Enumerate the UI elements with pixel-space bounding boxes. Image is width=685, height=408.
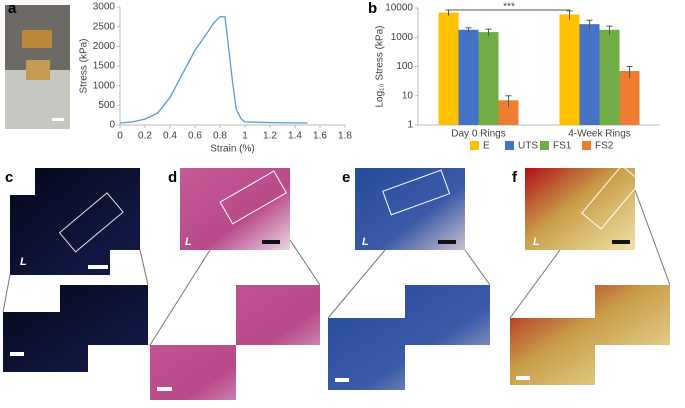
y-tick-label: 2000: [93, 41, 116, 52]
legend-label: E: [483, 141, 490, 152]
bracket: [448, 9, 570, 14]
legend-label: UTS: [518, 141, 538, 152]
legend-swatch: [582, 141, 591, 150]
y-tick-label: 1000: [391, 32, 414, 43]
bar: [478, 32, 499, 125]
x-tick-label: Day 0 Rings: [451, 129, 505, 140]
image-label: L: [20, 256, 27, 268]
y-tick-label: 1500: [93, 61, 116, 72]
x-tick-label: 1.6: [313, 131, 327, 142]
bar: [498, 100, 519, 125]
x-tick-label: 0.8: [213, 131, 227, 142]
legend-label: FS2: [595, 141, 614, 152]
bar: [559, 14, 580, 126]
y-axis-label: Log₁₀ Stress (kPa): [375, 26, 386, 108]
annotation: ***: [503, 2, 515, 13]
y-tick-label: 3000: [93, 2, 116, 13]
y-tick-label: 100: [396, 61, 413, 72]
bar: [438, 12, 459, 125]
x-tick-label: 0.4: [163, 131, 177, 142]
x-tick-label: 1.8: [338, 131, 352, 142]
y-tick-label: 10000: [385, 3, 413, 14]
bar: [458, 29, 479, 125]
legend-swatch: [540, 141, 549, 150]
y-tick-label: 10: [402, 90, 414, 101]
micrograph: [2, 168, 149, 372]
y-tick-label: 500: [98, 100, 115, 111]
bar: [579, 24, 600, 126]
legend-label: FS1: [553, 141, 572, 152]
legend-swatch: [505, 141, 514, 150]
x-tick-label: 0.6: [188, 131, 202, 142]
panel-label: c: [5, 169, 13, 186]
bar: [599, 29, 620, 125]
y-tick-label: 0: [109, 120, 115, 131]
micrograph: [149, 168, 321, 400]
panel-label: d: [168, 169, 177, 186]
y-tick-label: 2500: [93, 21, 116, 32]
x-tick-label: 1: [242, 131, 248, 142]
x-tick-label: 1.4: [288, 131, 302, 142]
micrograph: [327, 168, 491, 390]
panel-label: e: [342, 169, 350, 186]
image-label: L: [185, 236, 192, 248]
y-tick-label: 1: [407, 120, 413, 131]
panel-label: b: [368, 0, 377, 17]
panel-label: a: [8, 0, 17, 17]
legend-swatch: [470, 141, 479, 150]
image-label: L: [533, 236, 540, 248]
x-tick-label: 0.2: [138, 131, 152, 142]
image-label: L: [362, 236, 369, 248]
bar: [619, 71, 640, 125]
y-axis-label: Stress (kPa): [79, 38, 90, 93]
line: [119, 16, 308, 124]
x-tick-label: 1.2: [263, 131, 277, 142]
photo: [5, 5, 70, 129]
x-tick-label: 4-Week Rings: [568, 129, 631, 140]
x-axis-label: Strain (%): [210, 144, 254, 155]
panel-label: f: [512, 169, 518, 186]
x-tick-label: 0: [117, 131, 123, 142]
y-tick-label: 1000: [93, 80, 116, 91]
micrograph: [509, 164, 671, 385]
